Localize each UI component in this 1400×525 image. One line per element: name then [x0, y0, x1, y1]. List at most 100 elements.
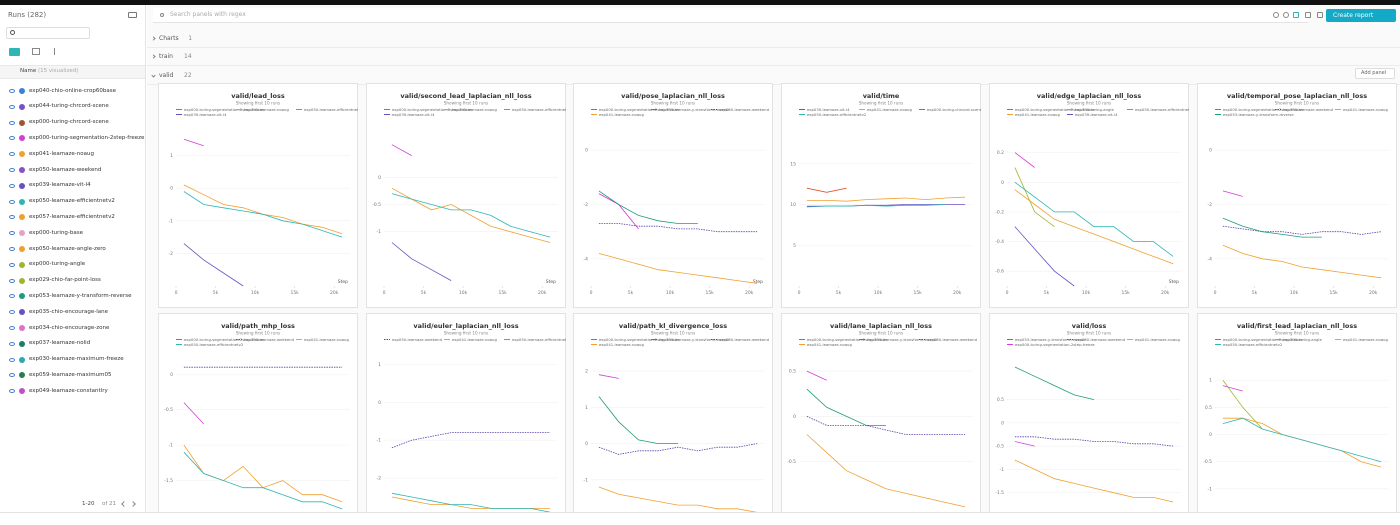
legend-label: exp041-leamaze-noaug — [1343, 337, 1388, 342]
run-name[interactable]: exp050-leamaze-angle-zero — [29, 245, 106, 252]
series-line — [183, 191, 343, 238]
y-tick-label: 5 — [793, 243, 796, 249]
series-line — [183, 402, 204, 425]
toolbar-icon[interactable] — [1317, 12, 1323, 18]
y-tick-label: -2 — [376, 476, 381, 482]
y-tick-label: 0 — [586, 148, 589, 154]
legend-label: exp050-leamaze-weekend — [1075, 337, 1126, 342]
chart-title: valid/second_lead_laplacian_nll_loss — [400, 92, 531, 100]
eye-icon[interactable] — [9, 326, 15, 330]
run-name[interactable]: exp035-chio-encourage-lane — [29, 308, 109, 315]
chart-subtitle: Showing first 10 runs — [859, 101, 904, 106]
eye-icon[interactable] — [9, 294, 15, 299]
run-name[interactable]: exp053-leamaze-y-transform-reverse — [29, 292, 132, 299]
section-caret[interactable] — [151, 54, 156, 59]
run-name[interactable]: exp041-leamaze-noaug — [29, 150, 94, 157]
run-name[interactable]: exp030-leamaze-maximum-freeze — [29, 356, 124, 363]
legend-label: exp041-leamaze-noaug — [599, 112, 644, 117]
filter-button[interactable] — [9, 48, 20, 56]
series-line — [806, 370, 827, 381]
add-panel-button[interactable] — [1355, 68, 1395, 79]
toolbar-icon[interactable] — [1293, 12, 1299, 18]
group-button[interactable] — [32, 48, 40, 55]
eye-icon[interactable] — [9, 231, 15, 236]
run-search[interactable] — [6, 27, 90, 39]
run-name[interactable]: exp000-turing-segmentation-2step-freeze — [29, 134, 145, 141]
run-name[interactable]: exp034-chio-encourage-zone — [29, 324, 110, 331]
eye-icon[interactable] — [9, 389, 15, 394]
y-tick-label: -1 — [169, 443, 174, 449]
panel-background — [781, 313, 982, 512]
legend-label: exp039-leamaze-vit-l4 — [392, 112, 435, 117]
eye-icon[interactable] — [9, 183, 15, 188]
run-name[interactable]: exp059-leamaze-maximum05 — [29, 371, 112, 378]
eye-icon[interactable] — [9, 278, 15, 283]
y-tick-label: 1 — [378, 362, 381, 368]
panel-background — [158, 83, 358, 308]
y-tick-label: -0.5 — [164, 407, 173, 413]
eye-icon[interactable] — [9, 215, 15, 220]
toolbar-icon[interactable] — [1273, 12, 1279, 18]
toolbar-icon[interactable] — [1283, 12, 1289, 18]
run-name[interactable]: exp057-leamaze-efficientnetv2 — [29, 213, 115, 220]
section-caret[interactable] — [151, 36, 156, 41]
toolbar-icon[interactable] — [1305, 12, 1311, 18]
eye-icon[interactable] — [9, 341, 15, 346]
series-line — [1222, 385, 1243, 392]
section-count: 22 — [184, 72, 192, 79]
run-name[interactable]: exp000-turing-chrcord-scene — [29, 119, 109, 126]
run-color — [19, 103, 25, 110]
run-name[interactable]: exp049-leamaze-constantlry — [29, 387, 108, 394]
legend-label: exp000-turing-segmentation-2step-freeze — [599, 107, 679, 112]
y-tick-label: -2 — [169, 251, 174, 257]
create-report-button[interactable] — [1326, 9, 1396, 22]
y-tick-label: -4 — [1207, 256, 1212, 262]
sort-button[interactable] — [54, 48, 58, 55]
run-name[interactable]: exp000-turing-base — [29, 229, 84, 236]
series-line — [1222, 417, 1381, 463]
eye-icon[interactable] — [9, 199, 15, 204]
run-name[interactable]: exp050-leamaze-efficientnetv2 — [29, 198, 115, 205]
eye-icon[interactable] — [9, 310, 15, 315]
chart-subtitle: Showing first 10 runs — [443, 331, 488, 336]
name-header: Name — [20, 68, 37, 74]
y-tick-label: 1 — [586, 405, 589, 411]
page-next[interactable] — [130, 501, 136, 507]
eye-icon[interactable] — [9, 247, 15, 251]
section-name[interactable]: valid — [159, 72, 174, 79]
run-name[interactable]: exp050-leamaze-weekend — [29, 166, 102, 173]
y-tick-label: 0 — [793, 414, 796, 420]
eye-icon[interactable] — [9, 120, 15, 125]
table-settings-icon[interactable] — [128, 12, 137, 18]
x-tick-label: 20k — [953, 290, 962, 296]
panel-background — [365, 313, 566, 512]
legend-label: exp039-leamaze-vit-l4 — [807, 107, 850, 112]
eye-icon[interactable] — [9, 89, 15, 93]
page-prev[interactable] — [121, 501, 127, 507]
run-name[interactable]: exp044-turing-chrcord-scene — [29, 103, 109, 110]
eye-icon[interactable] — [9, 168, 15, 172]
run-name[interactable]: exp039-leamaze-vit-l4 — [29, 182, 91, 189]
legend-label: exp050-leamaze-weekend — [719, 337, 770, 342]
eye-icon[interactable] — [9, 357, 15, 362]
legend-label: exp053-leamaze-y-transform-reverse — [1015, 337, 1086, 342]
section-name[interactable]: train — [159, 53, 173, 60]
run-name[interactable]: exp037-leamaze-nolid — [29, 340, 91, 347]
run-name[interactable]: exp000-turing-angle — [29, 261, 86, 268]
series-line — [1014, 189, 1174, 265]
run-color — [19, 277, 25, 284]
run-name[interactable]: exp029-chio-far-point-loss — [29, 277, 101, 284]
eye-icon[interactable] — [9, 104, 15, 109]
section-caret[interactable] — [151, 73, 156, 78]
run-name[interactable]: exp040-chio-online-crop60base — [29, 87, 116, 94]
section-name[interactable]: Charts — [159, 35, 179, 42]
y-tick-label: 0 — [1209, 148, 1212, 154]
eye-icon[interactable] — [9, 152, 15, 157]
eye-icon[interactable] — [9, 262, 15, 267]
panel-search[interactable] — [153, 8, 1308, 23]
eye-icon[interactable] — [9, 136, 15, 141]
x-tick-label: 0 — [798, 290, 801, 296]
eye-icon[interactable] — [9, 373, 15, 378]
run-color — [19, 246, 25, 252]
